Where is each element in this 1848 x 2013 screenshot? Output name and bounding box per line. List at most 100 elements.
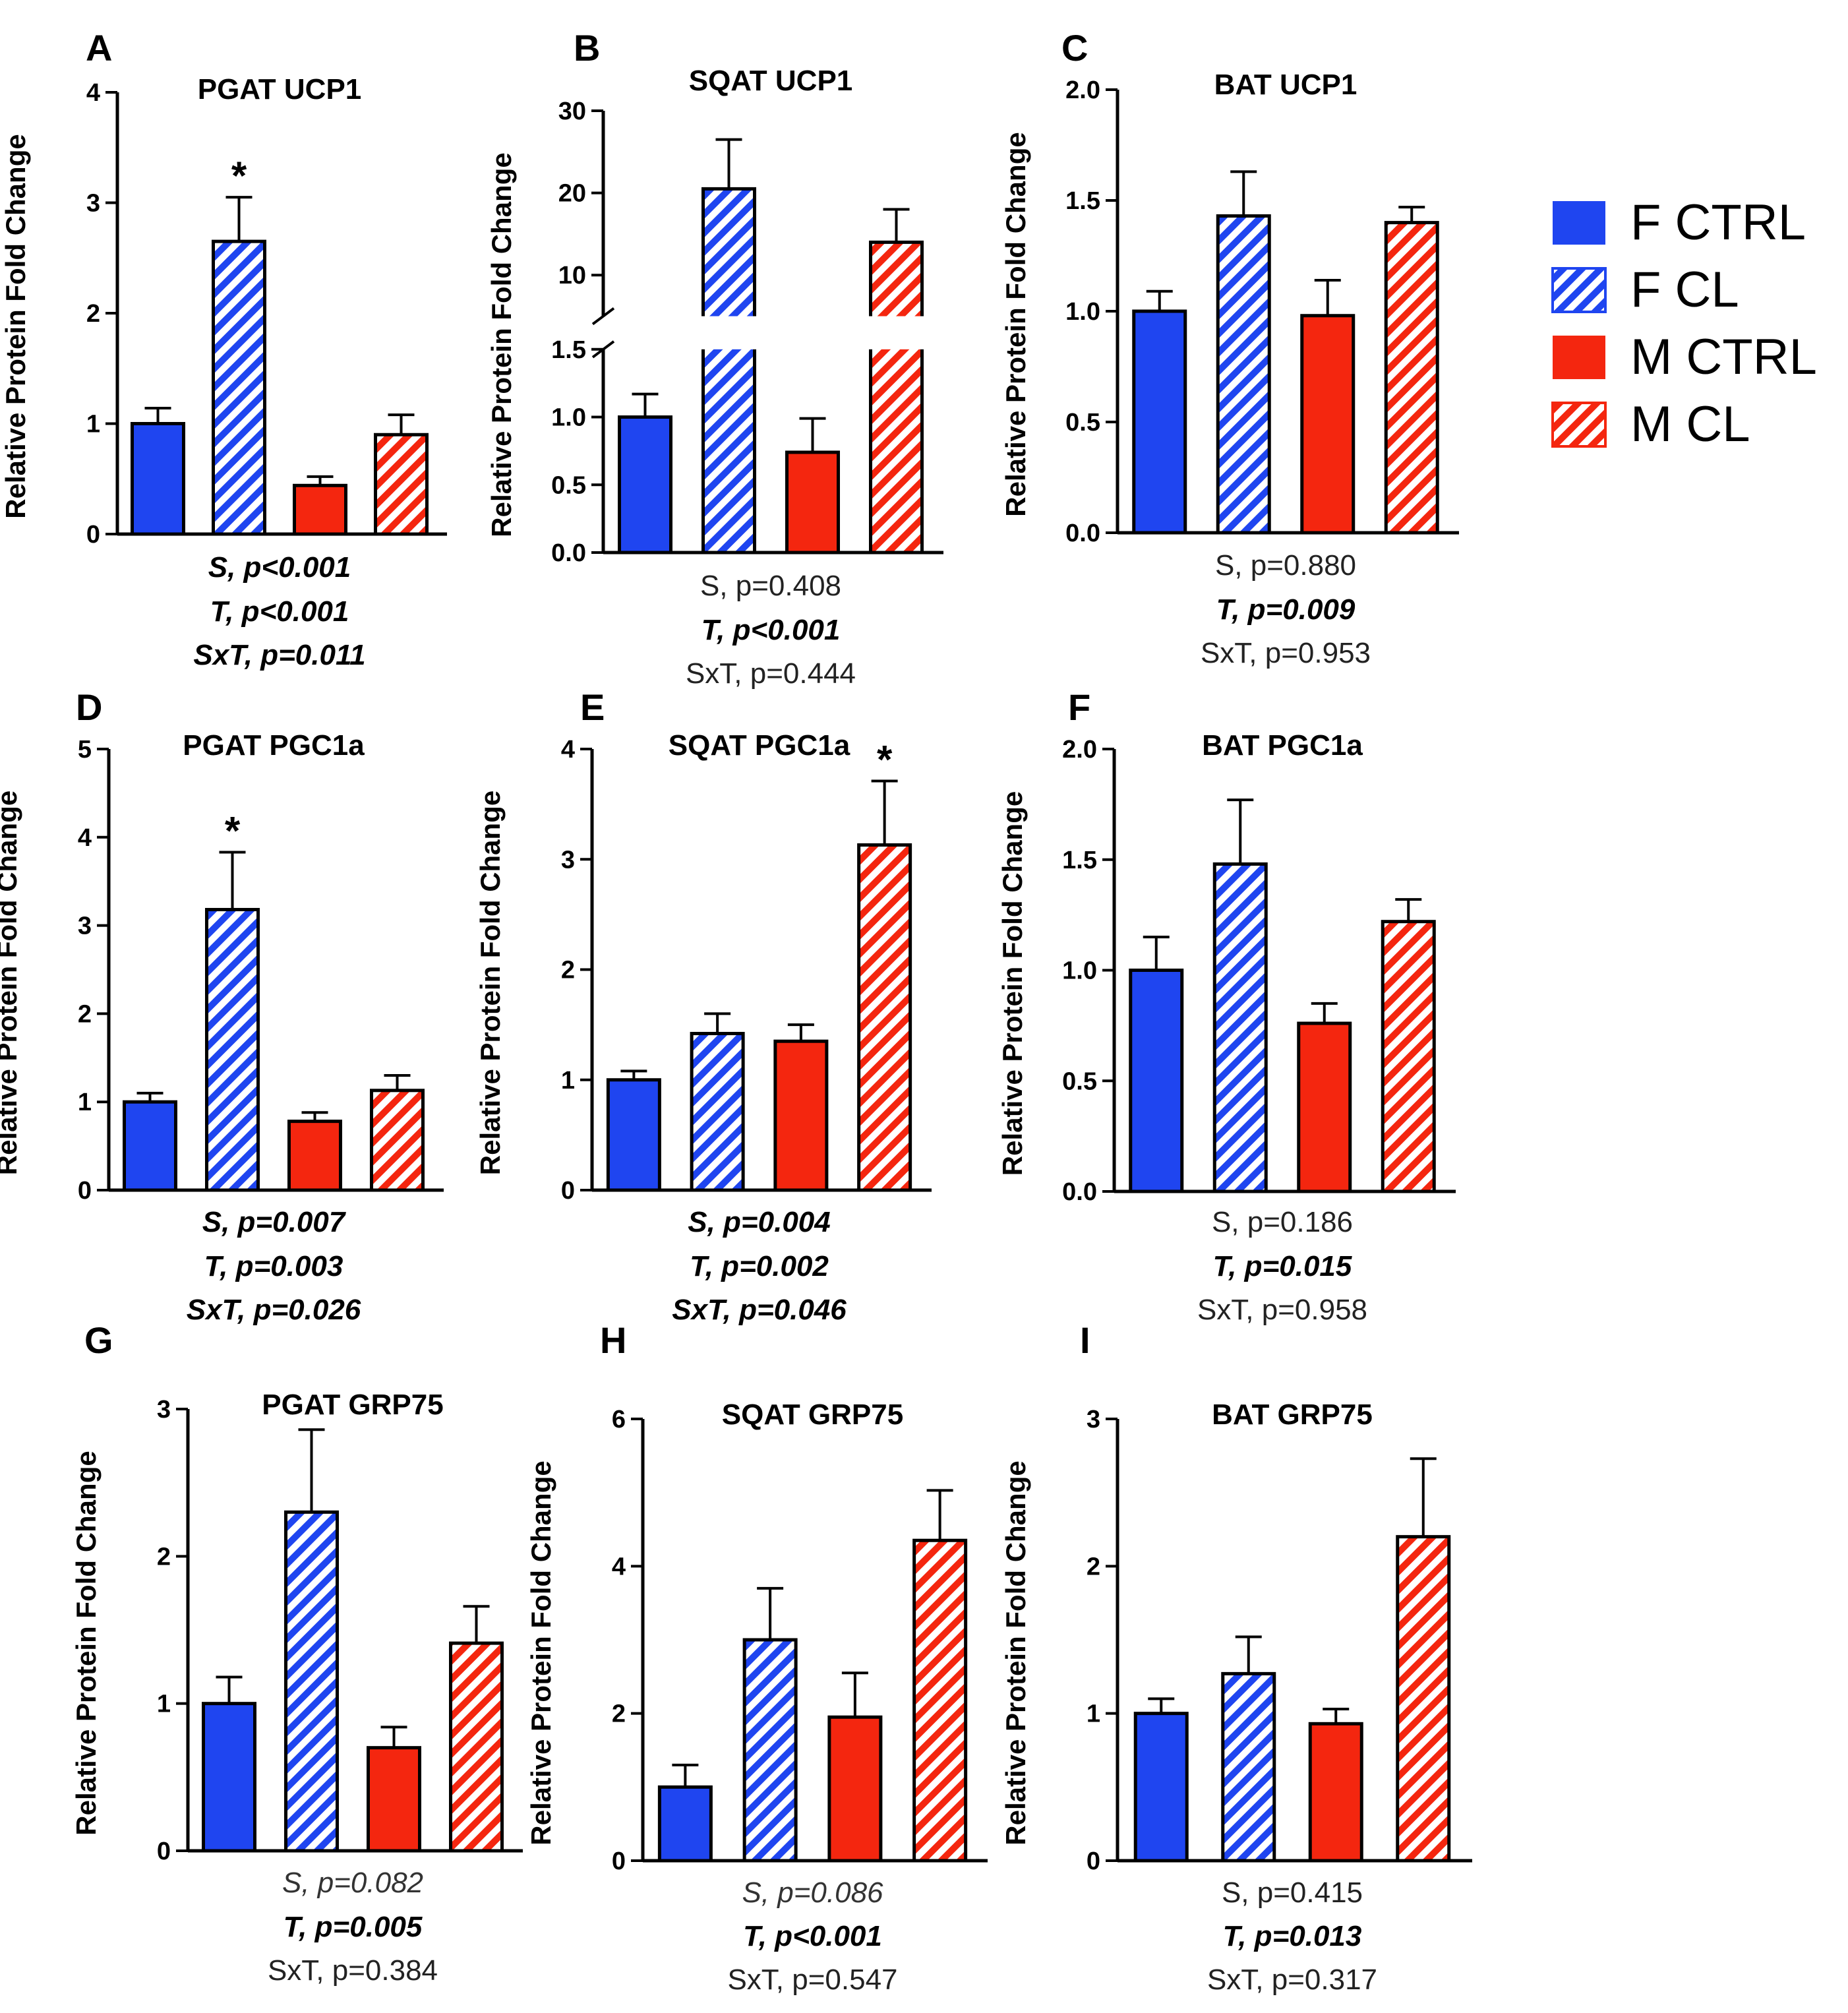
y-tick-label: 1.0 [1065, 298, 1100, 326]
y-axis-label: Relative Protein Fold Change [475, 791, 506, 1175]
y-tick-label: 1.0 [551, 404, 586, 432]
panel-f: F BAT PGC1a Relative Protein Fold Change 0.… [997, 686, 1456, 1326]
y-tick-label: 0 [86, 521, 100, 549]
panel-h: H SQAT GRP75 Relative Protein Fold Change 0… [525, 1319, 988, 1996]
panel-letter: H [600, 1319, 626, 1361]
y-axis-label: Relative Protein Fold Change [1000, 132, 1031, 516]
y-tick-label: 0.5 [551, 471, 586, 499]
y-tick-label: 1 [561, 1067, 575, 1095]
stat-line: S, p=0.415 [1222, 1877, 1363, 1909]
bar-f-ctrl [606, 1078, 661, 1192]
y-tick-label: 3 [1087, 1406, 1100, 1433]
y-tick-label: 10 [558, 262, 586, 289]
panel-e: E SQAT PGC1a Relative Protein Fold Change *… [475, 686, 932, 1326]
y-tick-label: 1 [157, 1691, 171, 1718]
y-tick-label: 1 [86, 411, 100, 438]
bar-m-ctrl [827, 1715, 883, 1863]
y-tick-label: 6 [612, 1406, 626, 1433]
y-tick-label: 0 [78, 1177, 92, 1205]
bar-m-cl [869, 240, 924, 555]
bar-m-ctrl [367, 1746, 421, 1853]
y-tick-label: 2 [612, 1700, 626, 1728]
bar-m-ctrl [293, 483, 347, 536]
bar-f-cl [1212, 862, 1268, 1193]
legend-swatch-m-ctrl [1553, 336, 1605, 379]
significance-mark: * [877, 738, 893, 782]
y-axis-label: Relative Protein Fold Change [997, 791, 1028, 1176]
y-tick-label: 0.5 [1062, 1067, 1097, 1095]
bar-m-cl [374, 433, 429, 536]
chart-title: BAT GRP75 [1212, 1398, 1373, 1431]
significance-mark: * [225, 809, 241, 853]
stat-line: T, p<0.001 [210, 595, 349, 628]
y-tick-label: 1.5 [1065, 187, 1100, 215]
y-tick-label: 0 [612, 1848, 626, 1875]
bar-m-ctrl [287, 1120, 342, 1192]
y-tick-label: 5 [78, 736, 92, 764]
legend-label: F CL [1630, 262, 1739, 318]
bar-f-ctrl [618, 415, 672, 555]
y-tick-label: 0 [157, 1838, 171, 1865]
panel-b: B SQAT UCP1 Relative Protein Fold Change 0.… [486, 27, 943, 690]
y-tick-label: 2 [561, 957, 575, 984]
axis-break-mark [591, 307, 615, 326]
panel-letter: I [1080, 1319, 1090, 1361]
stat-line: T, p=0.009 [1216, 593, 1356, 626]
stat-line: SxT, p=0.953 [1201, 637, 1371, 669]
y-axis-label: Relative Protein Fold Change [486, 152, 517, 537]
significance-mark: * [231, 154, 247, 198]
y-tick-label: 1.0 [1062, 957, 1097, 985]
chart-title: SQAT UCP1 [689, 65, 853, 97]
y-tick-label: 2 [86, 300, 100, 328]
bar-f-ctrl [202, 1702, 256, 1853]
bar-f-ctrl [1129, 969, 1184, 1193]
bar-m-cl [370, 1089, 425, 1192]
stat-line: SxT, p=0.444 [686, 657, 856, 690]
y-tick-label: 2.0 [1062, 736, 1097, 764]
y-tick-label: 30 [558, 98, 586, 125]
stat-line: S, p=0.004 [688, 1206, 830, 1238]
bar-f-cl [212, 239, 266, 536]
y-tick-label: 3 [157, 1396, 171, 1424]
y-tick-label: 0.0 [1065, 520, 1100, 547]
bar-m-ctrl [1308, 1722, 1363, 1863]
bar-m-ctrl [785, 450, 840, 555]
stat-line: S, p<0.001 [208, 551, 351, 584]
bar-f-ctrl [123, 1100, 177, 1192]
y-tick-label: 3 [78, 913, 92, 940]
bar-m-ctrl [773, 1039, 829, 1192]
legend-label: F CTRL [1630, 195, 1806, 251]
legend-swatch-m-cl [1551, 402, 1607, 448]
panel-letter: D [76, 686, 102, 728]
stat-line: S, p=0.186 [1212, 1206, 1353, 1238]
panel-letter: A [86, 27, 112, 69]
panels: A PGAT UCP1 Relative Protein Fold Change * 0… [0, 27, 1472, 1996]
bar-f-cl [690, 1032, 745, 1192]
panel-c: C BAT UCP1 Relative Protein Fold Change 0.0… [1000, 27, 1459, 669]
y-axis-label: Relative Protein Fold Change [0, 134, 31, 518]
chart-title: BAT UCP1 [1214, 69, 1357, 101]
chart-title: PGAT PGC1a [183, 729, 365, 762]
bar-f-cl [701, 187, 756, 555]
panel-i: I BAT GRP75 Relative Protein Fold Change 0 1… [1000, 1319, 1472, 1996]
panel-a: A PGAT UCP1 Relative Protein Fold Change * 0… [0, 27, 447, 671]
bar-f-cl [742, 1638, 798, 1863]
y-tick-label: 3 [561, 846, 575, 874]
bar-f-cl [1216, 214, 1271, 535]
y-tick-label: 20 [558, 180, 586, 208]
y-tick-label: 0 [561, 1177, 575, 1205]
y-tick-label: 4 [78, 824, 92, 852]
panel-letter: C [1061, 27, 1088, 69]
y-tick-label: 1.5 [1062, 847, 1097, 874]
bar-m-cl [1384, 221, 1439, 535]
stat-line: T, p=0.015 [1213, 1250, 1352, 1282]
legend-label: M CL [1630, 396, 1750, 452]
panel-letter: F [1068, 686, 1090, 728]
bar-m-cl [912, 1538, 968, 1863]
bar-m-cl [1396, 1535, 1451, 1863]
legend-swatch-f-cl [1551, 267, 1607, 313]
y-tick-label: 2 [157, 1543, 171, 1571]
y-tick-label: 0.0 [1062, 1178, 1097, 1206]
y-tick-label: 0.5 [1065, 409, 1100, 436]
